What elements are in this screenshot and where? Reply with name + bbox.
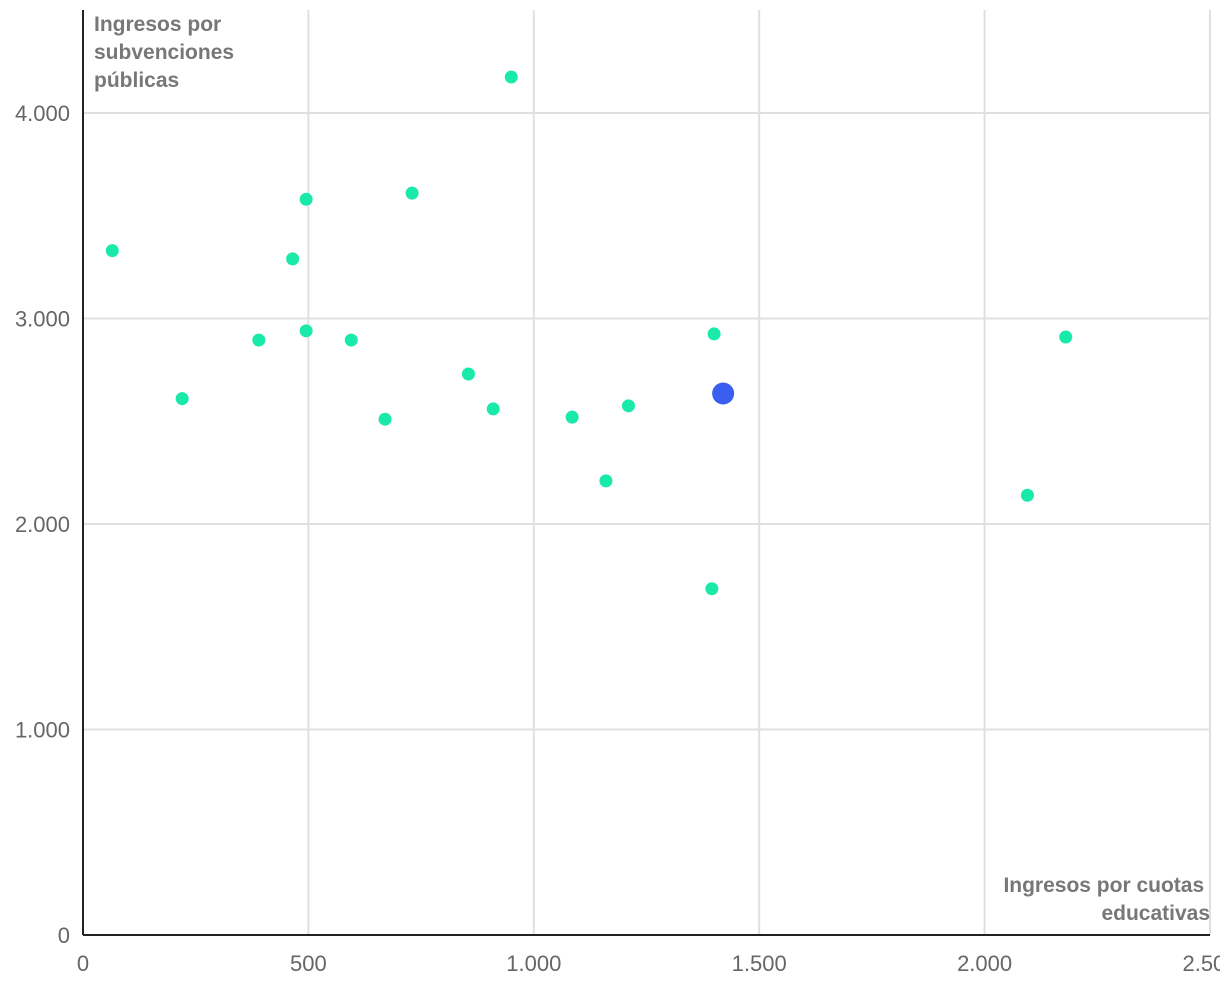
data-point (565, 410, 579, 424)
data-point (344, 333, 358, 347)
y-tick-label: 4.000 (15, 101, 70, 126)
data-point (175, 392, 189, 406)
x-tick-label: 1.500 (732, 951, 787, 976)
y-tick-labels: 0 1.000 2.000 3.000 4.000 (15, 101, 70, 948)
data-point (405, 186, 419, 200)
data-point (705, 582, 719, 596)
y-tick-label: 0 (58, 923, 70, 948)
data-point (252, 333, 266, 347)
x-tick-labels: 0 500 1.000 1.500 2.000 2.500 (77, 951, 1220, 976)
grid-lines (83, 10, 1211, 935)
data-point (621, 399, 635, 413)
x-tick-label: 500 (290, 951, 327, 976)
y-tick-label: 3.000 (15, 307, 70, 332)
x-tick-label: 2.000 (957, 951, 1012, 976)
y-axis-title: Ingresos por subvenciones públicas (94, 13, 240, 92)
data-point (486, 402, 500, 416)
x-axis-title-line: educativas (1101, 902, 1210, 925)
data-point (299, 324, 313, 338)
x-tick-label: 2.500 (1182, 951, 1220, 976)
data-point (286, 252, 300, 266)
y-axis-title-line: Ingresos por (94, 13, 221, 36)
x-tick-label: 1.000 (506, 951, 561, 976)
axes (82, 10, 1210, 936)
y-tick-label: 2.000 (15, 512, 70, 537)
y-axis-title-line: subvenciones (94, 41, 234, 64)
y-tick-label: 1.000 (15, 718, 70, 743)
highlight-point (712, 382, 735, 405)
data-point (105, 244, 119, 258)
data-point (599, 474, 613, 488)
data-point (461, 367, 475, 381)
y-axis-title-line: públicas (94, 69, 179, 92)
x-tick-label: 0 (77, 951, 89, 976)
data-point (1020, 488, 1034, 502)
data-points (105, 70, 1073, 596)
data-point (707, 327, 721, 341)
data-point (504, 70, 518, 84)
x-axis-title-line: Ingresos por cuotas (1003, 874, 1204, 897)
data-point (1059, 330, 1073, 344)
data-point (378, 412, 392, 426)
data-point (299, 192, 313, 206)
x-axis-title: Ingresos por cuotas educativas (1003, 874, 1210, 925)
